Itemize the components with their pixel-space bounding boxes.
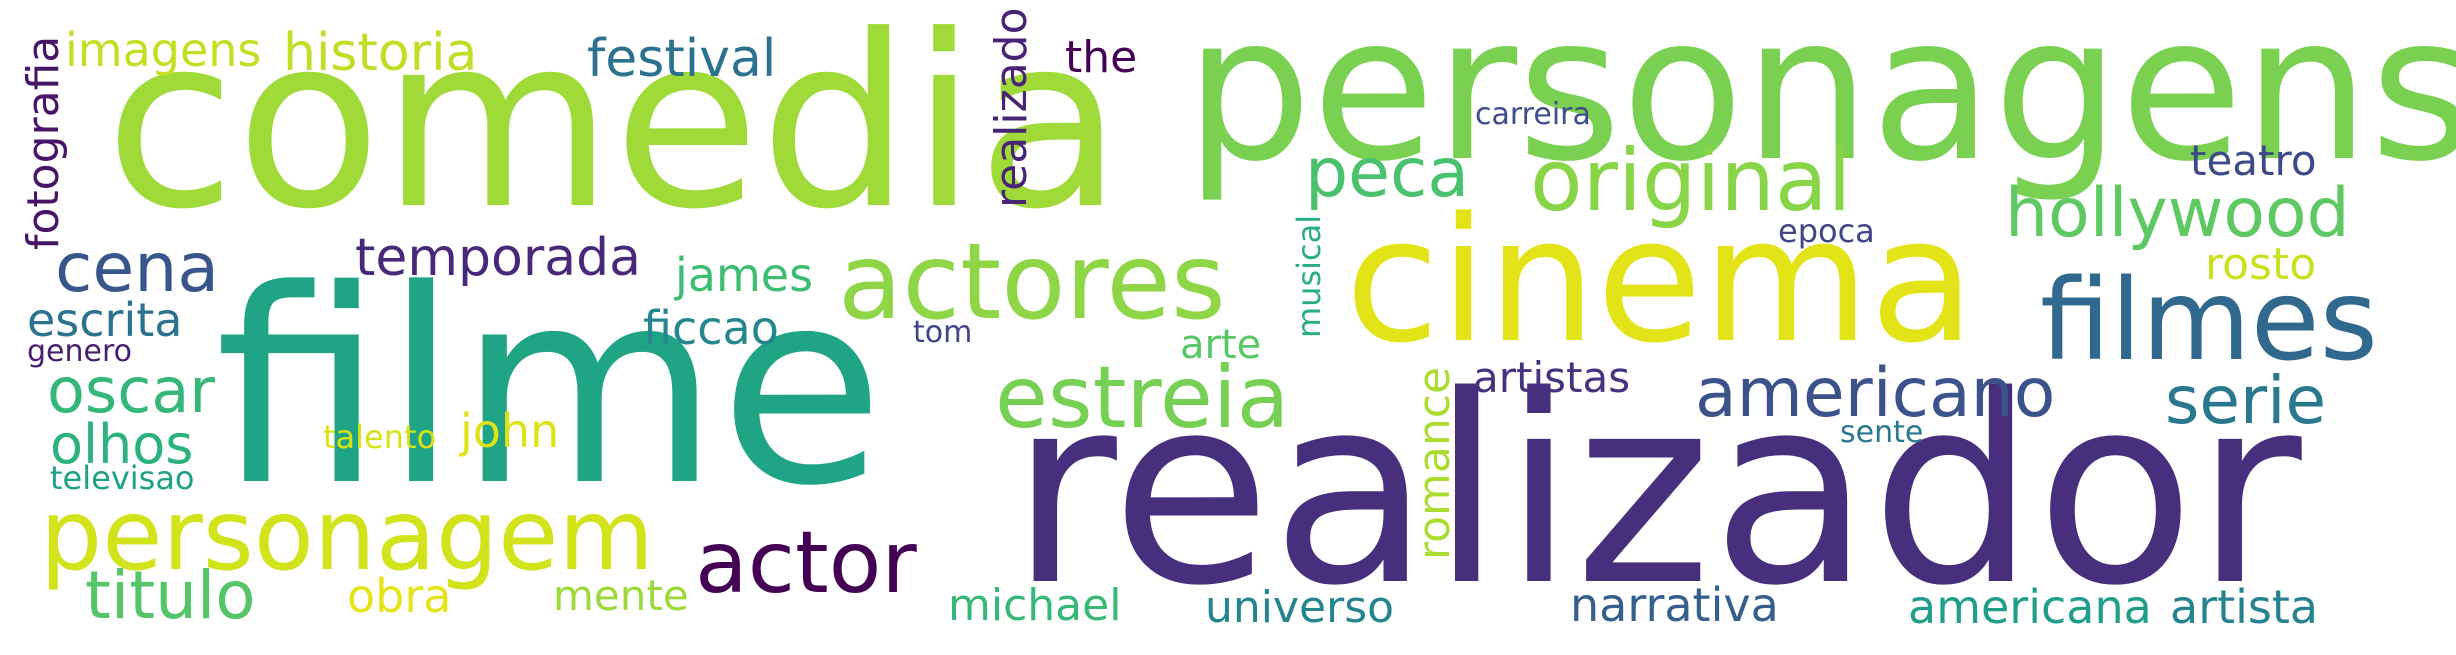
word-tom: carreira [1475, 97, 1591, 132]
word-carreira: fotografia [18, 35, 69, 250]
word-comedia: comedia [105, 0, 1123, 262]
word-festival: festival [587, 29, 777, 89]
word-sente: talento [323, 418, 437, 456]
word-ficcao: ficcao [643, 301, 779, 355]
word-actores: actores [838, 221, 1226, 343]
word-mente: mente [553, 571, 689, 620]
word-john: john [460, 404, 560, 458]
word-the: the [1065, 32, 1138, 83]
word-obra: obra [347, 569, 452, 623]
word-universo: universo [1205, 582, 1395, 633]
word-temporada: temporada [355, 228, 641, 288]
word-americano: americano [1695, 354, 2056, 433]
word-cinema: cinema [1345, 180, 1976, 381]
word-narrativa: narrativa [1570, 578, 1779, 632]
word-artista: artista [2170, 580, 2319, 634]
word-personagem: personagem [40, 479, 654, 593]
word-james: james [675, 248, 814, 302]
word-serie: serie [2165, 362, 2327, 439]
word-fotografia: genero [27, 334, 132, 369]
word-artistas: artistas [1473, 353, 1631, 402]
word-televisao: epoca [1778, 212, 1875, 250]
word-olhos: olhos [50, 413, 194, 476]
word-musical: sente [1840, 415, 1924, 450]
word-imagens: imagens [65, 23, 262, 77]
word-cena: cena [55, 229, 219, 308]
word-filmes: filmes [2040, 256, 2379, 386]
word-oscar: oscar [47, 354, 215, 427]
word-actor: actor [695, 513, 917, 613]
word-original: original [1530, 131, 1852, 231]
word-americana: americana [1908, 580, 2152, 634]
word-personagens: personagens [1185, 0, 2456, 206]
word-talento: romance [1409, 366, 1460, 560]
word-historia: historia [283, 23, 478, 83]
word-rosto: rosto [2205, 239, 2317, 290]
word-romance: tom [913, 315, 973, 350]
word-michael: michael [948, 580, 1122, 631]
word-escrita: escrita [27, 293, 183, 347]
word-epoca: realizado [986, 7, 1037, 208]
word-filme: filme [215, 233, 885, 545]
word-titulo: titulo [85, 557, 256, 634]
word-hollywood: hollywood [2005, 174, 2350, 253]
word-peca: peca [1305, 134, 1470, 213]
word-genero: musical [1290, 214, 1328, 338]
word-realizador: realizador [1010, 341, 2302, 643]
word-arte: arte [1180, 322, 1262, 368]
word-realizado: televisao [50, 459, 195, 497]
word-teatro: teatro [2190, 136, 2317, 185]
word-estreia: estreia [995, 348, 1290, 448]
